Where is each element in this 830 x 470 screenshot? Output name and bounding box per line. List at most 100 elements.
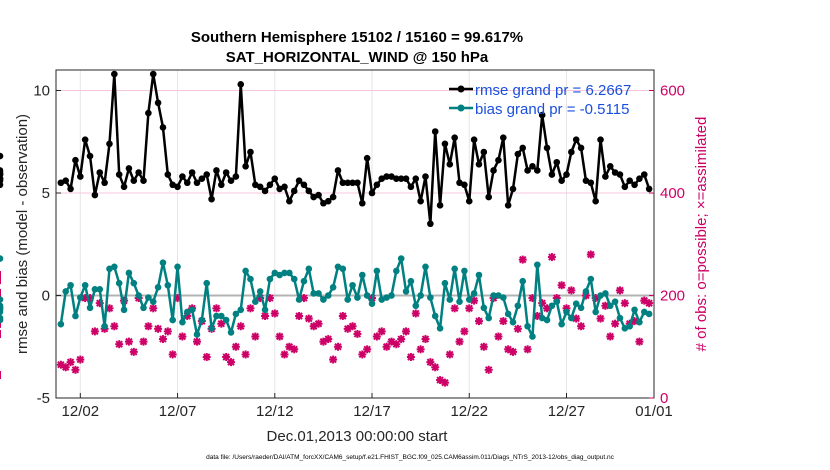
bias-point [169,316,176,324]
bias-point [363,292,371,299]
marker-stroke [295,312,303,320]
assimilated-count-marker [290,345,299,354]
assimilated-count-marker [474,317,483,326]
rmse-point [358,199,366,207]
assimilated-count-marker [144,322,153,331]
assimilated-count-marker [304,314,313,323]
assimilated-count-marker [168,350,177,359]
legend-bias-label: bias grand pr = -0.5115 [475,101,629,118]
bias-point [227,329,235,336]
assimilated-count-marker [615,286,624,295]
marker-stroke [193,337,201,346]
bias-point [329,284,337,291]
bias-point [349,281,356,289]
assimilated-count-marker [158,335,167,344]
rmse-point [77,173,84,180]
bias-point [135,292,142,299]
rmse-point [563,171,570,178]
rmse-point [101,179,108,187]
rmse-point [349,179,356,187]
assimilated-count-marker [577,322,586,331]
rmse-point [232,173,240,180]
assimilated-count-marker [620,299,629,308]
rmse-point [354,179,361,187]
marker-stroke [426,358,435,366]
bias-point [77,294,84,301]
marker-stroke [557,281,566,289]
bias-point [358,271,366,279]
marker-stroke [76,355,85,364]
rmse-point [281,183,288,191]
rmse-point [213,167,220,174]
rmse-point [295,177,303,184]
bias-point [422,263,429,271]
rmse-point [480,148,488,156]
marker-stroke [363,345,371,354]
rmse-point [509,185,517,193]
marker-stroke [237,322,245,330]
assimilated-count-marker [124,337,133,346]
rmse-point [490,167,497,174]
marker-stroke [314,319,323,328]
rmse-point [636,175,643,182]
bias-point [57,320,65,328]
bias-point [154,284,162,291]
bias-point [96,286,104,293]
assimilated-count-marker [450,304,459,313]
marker-stroke [397,335,405,343]
marker-stroke [645,299,653,307]
bias-point [456,298,463,305]
bias-point [67,281,74,289]
bias-point [388,292,395,299]
bias-point [441,279,449,287]
rmse-point [485,193,492,201]
rmse-point [514,150,522,158]
assimilated-count-marker [499,317,508,326]
marker-stroke [125,337,133,346]
bias-point [261,306,269,314]
marker-stroke [110,322,119,330]
rmse-point [616,171,624,178]
marker-stroke [431,363,439,371]
rmse-point [329,193,337,201]
marker-stroke [640,296,648,305]
bias-point [548,302,556,310]
assimilated-count-marker [71,365,80,374]
bias-point [310,290,317,297]
assimilated-count-marker [338,312,347,320]
y-axis-label-right: # of obs: o=possible; ×=assimilated [693,117,710,352]
assimilated-count-marker [397,335,406,344]
rmse-point [645,185,653,193]
rmse-point [111,70,118,78]
marker-stroke [261,312,269,320]
bias-point [490,292,497,299]
marker-stroke [305,314,313,323]
data-file-footnote: data file: /Users/raeder/DAI/ATM_forcXX/… [206,454,615,461]
rmse-point [572,136,580,143]
assimilated-count-marker [66,358,75,367]
assimilated-count-marker [139,337,148,346]
bias-point [149,298,157,305]
rmse-point [461,181,468,189]
bias-point [222,316,230,324]
rmse-point [159,124,167,131]
bias-point [237,306,245,314]
assimilated-count-marker [76,355,85,364]
marker-stroke [475,317,483,325]
rmse-point [188,169,196,176]
marker-stroke [203,353,211,361]
rmse-point [393,175,400,182]
bias-point [373,267,381,275]
bias-point [300,277,308,285]
rmse-point [315,191,322,199]
rmse-point [174,183,181,191]
rmse-point [402,175,410,182]
marker-stroke [499,317,507,325]
rmse-point [529,163,536,170]
marker-stroke [460,327,469,336]
bias-point [402,288,410,295]
assimilated-count-marker [275,332,284,341]
rmse-point [140,177,147,184]
bias-point [577,304,585,312]
rmse-point [626,177,633,184]
